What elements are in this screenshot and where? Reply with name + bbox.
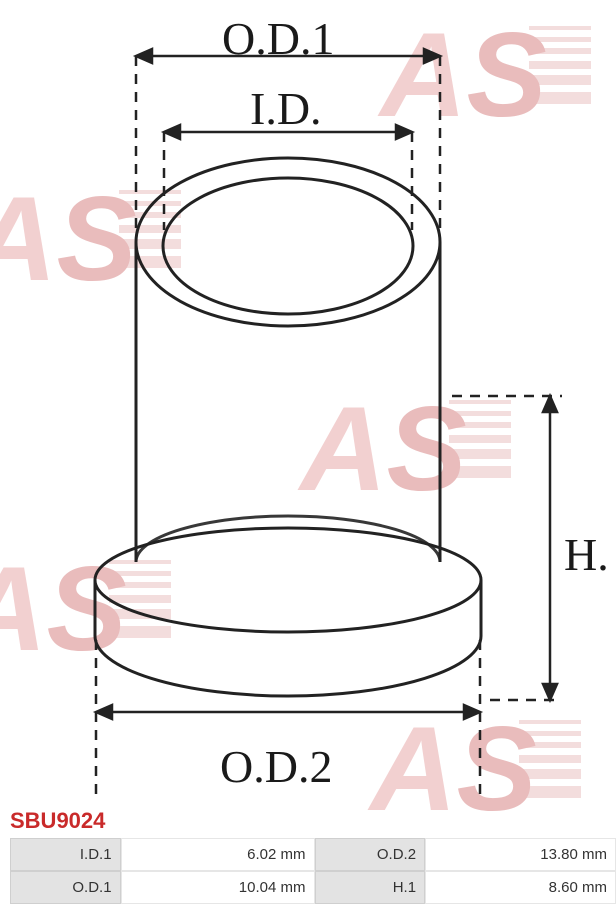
dim-label-h: H. <box>564 528 609 581</box>
product-spec-page: AS AS AS AS AS <box>0 0 616 907</box>
spec-key: O.D.1 <box>10 871 121 904</box>
spec-value: 10.04 mm <box>121 871 315 904</box>
spec-value: 6.02 mm <box>121 838 315 871</box>
dim-label-od1: O.D.1 <box>222 12 334 65</box>
spec-value: 13.80 mm <box>425 838 616 871</box>
spec-key: I.D.1 <box>10 838 121 871</box>
technical-diagram: AS AS AS AS AS <box>0 0 616 812</box>
spec-key: O.D.2 <box>315 838 426 871</box>
dim-label-od2: O.D.2 <box>220 740 332 793</box>
product-code: SBU9024 <box>10 808 105 834</box>
spec-key: H.1 <box>315 871 426 904</box>
table-row: I.D.1 6.02 mm O.D.2 13.80 mm <box>10 838 616 871</box>
spec-table: I.D.1 6.02 mm O.D.2 13.80 mm O.D.1 10.04… <box>10 838 616 904</box>
dim-label-id: I.D. <box>250 82 322 135</box>
spec-value: 8.60 mm <box>425 871 616 904</box>
table-row: O.D.1 10.04 mm H.1 8.60 mm <box>10 871 616 904</box>
